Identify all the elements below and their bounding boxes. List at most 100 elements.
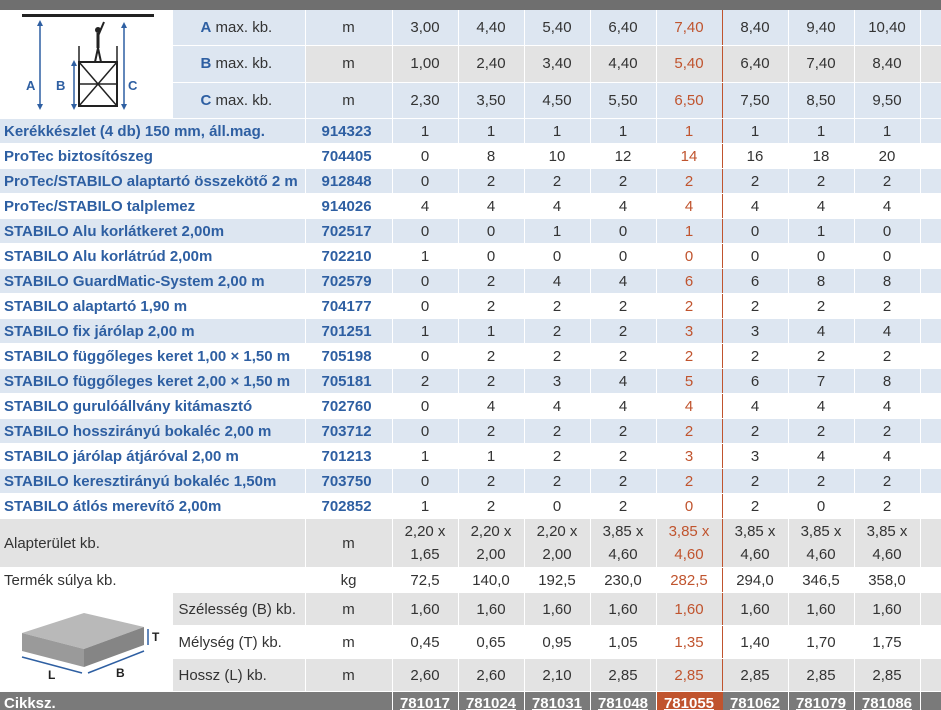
quantity-value: 6: [722, 268, 789, 294]
quantity-value: 2: [590, 343, 657, 369]
weight-value: 358,0: [854, 567, 921, 593]
article-number: 914323: [305, 118, 393, 144]
item-name: STABILO függőleges keret 2,00 × 1,50 m: [0, 368, 306, 394]
product-article-link[interactable]: 781017: [392, 691, 459, 710]
quantity-value: 1: [788, 218, 855, 244]
quantity-value: 1: [524, 118, 591, 144]
packaging-value: 2,85: [854, 658, 921, 692]
quantity-value: 5: [655, 368, 723, 394]
dimension-row: B max. kb. m 1,00 2,40 3,40 4,40 5,40 6,40 7,40 8…: [0, 45, 941, 83]
quantity-value: 1: [590, 118, 657, 144]
table-row: STABILO hosszirányú bokaléc 2,00 m 703712…: [0, 418, 941, 444]
quantity-value: 2: [854, 468, 921, 494]
packaging-value: 2,85: [655, 658, 723, 692]
quantity-value: 14: [655, 143, 723, 169]
quantity-value: 0: [524, 243, 591, 269]
quantity-value: 1: [458, 318, 525, 344]
product-article-link[interactable]: 781055: [655, 691, 723, 710]
dimension-value: 10: [920, 82, 941, 120]
quantity-value: 0: [722, 243, 789, 269]
packaging-value: 1,60: [590, 592, 657, 626]
area-value-line2: 2,00: [542, 546, 572, 563]
quantity-value: 3: [655, 443, 723, 469]
quantity-value: 0: [392, 293, 459, 319]
product-article-link[interactable]: 781024: [458, 691, 525, 710]
quantity-value: 10: [524, 143, 591, 169]
packaging-value: 2,85: [788, 658, 855, 692]
quantity-value: 2: [722, 168, 789, 194]
table-row: STABILO Alu korlátkeret 2,00m 702517 0 0 1 0 1…: [0, 218, 941, 244]
packaging-value: 0,45: [392, 625, 459, 659]
quantity-value: 6: [722, 368, 789, 394]
quantity-value: 4: [788, 318, 855, 344]
table-row: ProTec biztosítószeg 704405 0 8 10 12 14 16 18 20…: [0, 143, 941, 169]
packaging-unit: m: [305, 592, 393, 626]
quantity-value: [920, 368, 941, 394]
quantity-value: 2: [524, 293, 591, 319]
quantity-value: 2: [590, 168, 657, 194]
article-number: 704177: [305, 293, 393, 319]
area-value-line1: 2,20 x: [536, 523, 578, 540]
dimension-value: 8,40: [722, 10, 789, 47]
packaging-label: Hossz (L) kb.: [172, 658, 306, 692]
item-name: ProTec biztosítószeg: [0, 143, 306, 169]
quantity-value: 1: [392, 318, 459, 344]
package-box-icon: T L B: [21, 613, 160, 682]
quantity-value: 2: [854, 343, 921, 369]
dimension-value: 7,50: [722, 82, 789, 120]
quantity-value: 2: [458, 268, 525, 294]
area-value: 3,85 x 4,60: [655, 518, 723, 568]
label-a: A: [26, 78, 36, 93]
product-article-link[interactable]: 781086: [854, 691, 921, 710]
product-article-link[interactable]: 781031: [524, 691, 591, 710]
item-name: STABILO függőleges keret 1,00 × 1,50 m: [0, 343, 306, 369]
quantity-value: 8: [854, 268, 921, 294]
area-label: Alapterület kb.: [0, 518, 306, 568]
quantity-value: 0: [392, 468, 459, 494]
label-l: L: [48, 668, 55, 682]
quantity-value: 1: [788, 118, 855, 144]
dimension-label: C max. kb.: [172, 82, 306, 120]
packaging-value: 1,60: [854, 592, 921, 626]
product-article-link[interactable]: 781079: [788, 691, 855, 710]
item-name: ProTec/STABILO talplemez: [0, 193, 306, 219]
quantity-value: 4: [524, 393, 591, 419]
quantity-value: 2: [788, 293, 855, 319]
quantity-value: 0: [458, 243, 525, 269]
area-unit: m: [305, 518, 393, 568]
area-row: Alapterület kb. m 2,20 x 1,65 2,20 x 2,00 2,20…: [0, 518, 941, 568]
area-value: 2,20 x 2,00: [524, 518, 591, 568]
quantity-value: 4: [788, 443, 855, 469]
quantity-value: 2: [524, 443, 591, 469]
quantity-value: 18: [788, 143, 855, 169]
quantity-value: 3: [524, 368, 591, 394]
quantity-value: 2: [458, 493, 525, 519]
packaging-value: 0,65: [458, 625, 525, 659]
quantity-value: 1: [392, 493, 459, 519]
scaffold-diagram-icon: A B C: [22, 14, 154, 110]
packaging-value: 1,60: [524, 592, 591, 626]
product-article-link[interactable]: 781062: [722, 691, 789, 710]
quantity-value: 0: [590, 218, 657, 244]
product-article-link[interactable]: 78: [920, 691, 941, 710]
table-row: STABILO Alu korlátrúd 2,00m 702210 1 0 0 0 0 0 0…: [0, 243, 941, 269]
quantity-value: 2: [458, 293, 525, 319]
quantity-value: 2: [722, 493, 789, 519]
area-value: 3,85 x 4,60: [788, 518, 855, 568]
quantity-value: 2: [655, 418, 723, 444]
quantity-value: 2: [722, 468, 789, 494]
table-row: STABILO fix járólap 2,00 m 701251 1 1 2 2 3 3 4 4: [0, 318, 941, 344]
dimension-letter: C: [200, 91, 212, 109]
area-value-line2: 4,60: [872, 546, 902, 563]
weight-value: 282,5: [655, 567, 723, 593]
quantity-value: 0: [524, 493, 591, 519]
area-value-line2: 4,60: [806, 546, 836, 563]
quantity-value: 4: [788, 193, 855, 219]
quantity-value: 1: [655, 118, 723, 144]
quantity-value: 2: [524, 418, 591, 444]
dimension-letter: A: [200, 19, 212, 37]
quantity-value: 2: [722, 293, 789, 319]
dimension-value: 8,50: [788, 82, 855, 120]
area-value-line1: 3,85 x: [800, 523, 842, 540]
product-article-link[interactable]: 781048: [590, 691, 657, 710]
